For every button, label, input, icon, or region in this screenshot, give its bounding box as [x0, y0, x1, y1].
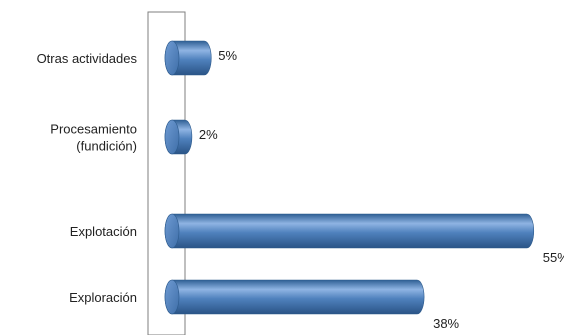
category-label-1: Otras actividades — [37, 51, 138, 66]
value-label-2: 2% — [199, 127, 218, 142]
bar-1 — [164, 40, 212, 76]
bar-4 — [164, 279, 425, 315]
bar-3 — [164, 213, 535, 249]
bar-cap — [164, 119, 180, 155]
value-label-1: 5% — [218, 48, 237, 63]
value-label-4: 38% — [433, 316, 459, 331]
bar-body — [164, 279, 425, 315]
category-label-2-line-1: Procesamiento — [50, 122, 137, 137]
bars-group — [164, 40, 535, 315]
bar-cap — [164, 279, 180, 315]
bar-cap — [164, 40, 180, 76]
category-label-2-line-2: (fundición) — [76, 139, 137, 154]
bar-cap — [164, 213, 180, 249]
axis-wall — [147, 11, 186, 335]
category-label-3: Explotación — [70, 224, 137, 239]
labels-group: 5% Otras actividades 2% Procesamiento (fundi… — [37, 48, 564, 331]
value-label-3: 55% — [543, 250, 564, 265]
bar-2 — [164, 119, 193, 155]
category-label-4: Exploración — [69, 290, 137, 305]
bar-body — [164, 213, 535, 249]
